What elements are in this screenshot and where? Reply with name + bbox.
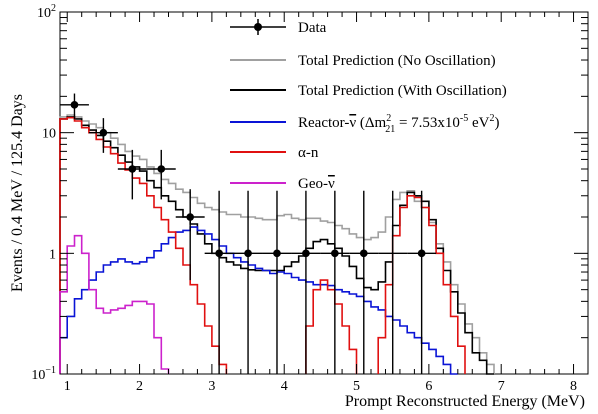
data-point xyxy=(175,189,205,281)
series-line-2 xyxy=(59,226,458,375)
data-point xyxy=(320,190,350,374)
data-point xyxy=(88,118,118,153)
series-line-3 xyxy=(59,116,466,374)
legend-data-marker xyxy=(254,23,262,31)
legend: Data Total Prediction (No Oscillation) T… xyxy=(230,19,507,192)
data-point-marker xyxy=(186,213,194,221)
data-point-marker xyxy=(128,165,137,173)
data-point-marker xyxy=(157,165,166,173)
legend-no-osc-label: Total Prediction (No Oscillation) xyxy=(298,53,496,69)
legend-with-osc-label: Total Prediction (With Oscillation) xyxy=(298,83,507,99)
data-point-marker xyxy=(244,249,252,258)
data-point-marker xyxy=(99,128,108,137)
data-point-marker xyxy=(302,249,310,258)
data-point-marker xyxy=(331,249,339,258)
data-points-group xyxy=(60,93,437,374)
data-point xyxy=(204,190,234,374)
data-point-marker xyxy=(70,101,79,109)
data-point xyxy=(233,190,263,374)
y-tick-label: 10 xyxy=(42,127,56,142)
data-point-marker xyxy=(417,249,426,258)
data-point xyxy=(407,190,437,374)
data-point-marker xyxy=(215,249,223,258)
x-tick-label: 2 xyxy=(136,379,143,394)
y-tick-label: 102 xyxy=(37,3,56,21)
data-point-marker xyxy=(359,249,368,258)
data-point xyxy=(117,149,147,200)
data-point xyxy=(262,190,292,374)
data-point xyxy=(146,149,176,200)
x-tick-label: 1 xyxy=(64,379,71,394)
reactor-nu-bar: ν xyxy=(349,115,356,131)
data-point xyxy=(291,190,321,374)
data-point-marker xyxy=(273,249,281,258)
data-point xyxy=(349,190,379,374)
legend-alpha-label: α-n xyxy=(298,145,319,161)
x-tick-label: 4 xyxy=(281,379,288,394)
axes-group: 1 2 3 4 5 6 7 8 10−1 1 10 102 xyxy=(31,3,589,394)
y-tick-label: 10−1 xyxy=(31,365,56,383)
x-tick-label: 5 xyxy=(353,379,360,394)
y-tick-label: 1 xyxy=(49,247,56,262)
legend-reactor-label: Reactor-ν (Δm2 21 = 7.53x10-5 eV2) xyxy=(298,113,500,135)
data-point xyxy=(378,190,408,374)
x-tick-label: 8 xyxy=(570,379,577,394)
legend-data-label: Data xyxy=(298,20,327,36)
legend-geo-label: Geo-ν xyxy=(298,176,335,192)
x-axis-label: Prompt Reconstructed Energy (MeV) xyxy=(345,393,585,410)
series-line-4 xyxy=(59,234,170,374)
x-tick-label: 3 xyxy=(208,379,215,394)
x-tick-label: 6 xyxy=(425,379,432,394)
y-axis-label: Events / 0.4 MeV / 125.4 Days xyxy=(9,94,26,292)
data-point xyxy=(60,93,89,120)
x-tick-label: 7 xyxy=(498,379,505,394)
